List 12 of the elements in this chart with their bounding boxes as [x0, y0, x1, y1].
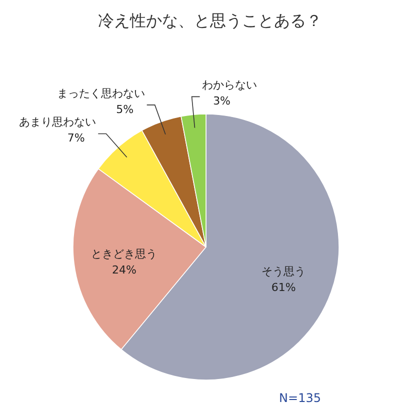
- slice-label: わからない: [202, 78, 257, 92]
- slice-label: まったく思わない: [56, 86, 145, 100]
- data-label: 61%: [271, 280, 296, 294]
- chart-title: 冷え性かな、と思うことある？: [98, 11, 322, 30]
- data-label: 24%: [112, 263, 136, 276]
- text: N=135: [279, 391, 321, 405]
- slice-label: そう思う: [262, 264, 306, 278]
- data-label: 3%: [213, 94, 231, 108]
- data-label: 7%: [67, 132, 85, 145]
- slice-label: あまり思わない: [19, 116, 96, 129]
- slice-label: ときどき思う: [91, 247, 158, 260]
- data-label: 5%: [116, 102, 134, 116]
